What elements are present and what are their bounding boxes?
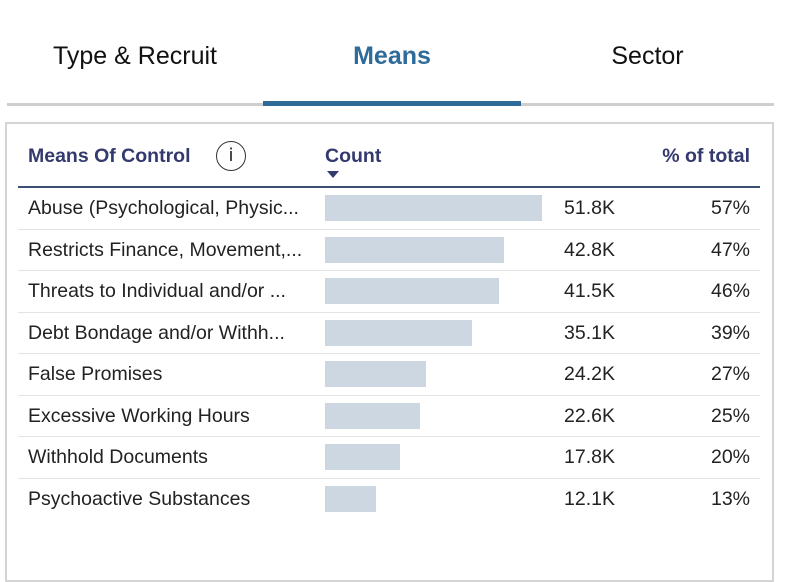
means-of-control-cell: Restricts Finance, Movement,... [28,238,303,261]
column-header-means-of-control[interactable]: Means Of Control [28,145,191,167]
count-bar [325,361,427,387]
count-cell: 17.8K [564,446,615,468]
means-of-control-cell: Abuse (Psychological, Physic... [28,197,299,219]
count-bar [325,444,400,470]
means-of-control-cell: Withhold Documents [28,446,208,468]
table-row[interactable]: Psychoactive Substances 12.1K 13% [18,479,760,520]
means-of-control-cell: Psychoactive Substances [28,487,251,510]
count-bar [325,195,542,221]
tab-label: Type & Recruit [53,42,217,70]
count-cell: 22.6K [564,404,615,427]
means-of-control-cell: Excessive Working Hours [28,404,250,427]
percent-of-total-cell: 25% [710,404,750,427]
info-icon[interactable]: i [216,141,246,171]
tab-underline [263,101,521,106]
percent-of-total-cell: 27% [710,363,750,385]
count-bar [325,319,473,346]
table-row[interactable]: False Promises 24.2K 27% [18,354,760,396]
tab-type-recruit[interactable]: Type & Recruit [7,0,263,106]
count-cell: 24.2K [564,363,615,385]
column-header-percent-of-total[interactable]: % of total [662,145,750,167]
count-cell: 35.1K [564,321,615,344]
tab-sector[interactable]: Sector [521,0,774,106]
percent-of-total-cell: 46% [710,280,750,302]
means-of-control-cell: Threats to Individual and/or ... [28,280,286,302]
tab-bar: Type & Recruit Means Sector [7,0,774,106]
table-row[interactable]: Restricts Finance, Movement,... 42.8K 47% [18,230,760,271]
means-of-control-cell: False Promises [28,363,163,385]
table-row[interactable]: Abuse (Psychological, Physic... 51.8K 57% [18,188,760,230]
count-cell: 42.8K [564,238,615,261]
percent-of-total-cell: 20% [710,446,750,468]
count-cell: 51.8K [564,197,615,219]
count-cell: 12.1K [564,487,615,510]
column-header-count[interactable]: Count [325,145,382,167]
tab-label: Sector [611,42,684,70]
count-bar [325,278,499,304]
percent-of-total-cell: 57% [710,197,750,219]
count-bar [325,402,420,429]
means-of-control-cell: Debt Bondage and/or Withh... [28,321,285,344]
tab-underline [7,103,263,106]
tab-label: Means [353,42,431,70]
percent-of-total-cell: 47% [710,238,750,261]
sort-descending-icon [327,171,339,178]
count-bar [325,485,376,512]
count-bar [325,236,505,263]
table-row[interactable]: Debt Bondage and/or Withh... 35.1K 39% [18,313,760,354]
count-cell: 41.5K [564,280,615,302]
table-header: Means Of Control i Count % of total [18,138,760,188]
table-row[interactable]: Threats to Individual and/or ... 41.5K 46% [18,271,760,313]
tab-means[interactable]: Means [263,0,521,106]
tab-underline [521,103,774,106]
table-row[interactable]: Withhold Documents 17.8K 20% [18,437,760,479]
means-of-control-table: Means Of Control i Count % of total Abus… [5,122,774,582]
percent-of-total-cell: 13% [710,487,750,510]
table-row[interactable]: Excessive Working Hours 22.6K 25% [18,396,760,437]
table-body: Abuse (Psychological, Physic... 51.8K 57% R… [18,188,760,519]
percent-of-total-cell: 39% [710,321,750,344]
